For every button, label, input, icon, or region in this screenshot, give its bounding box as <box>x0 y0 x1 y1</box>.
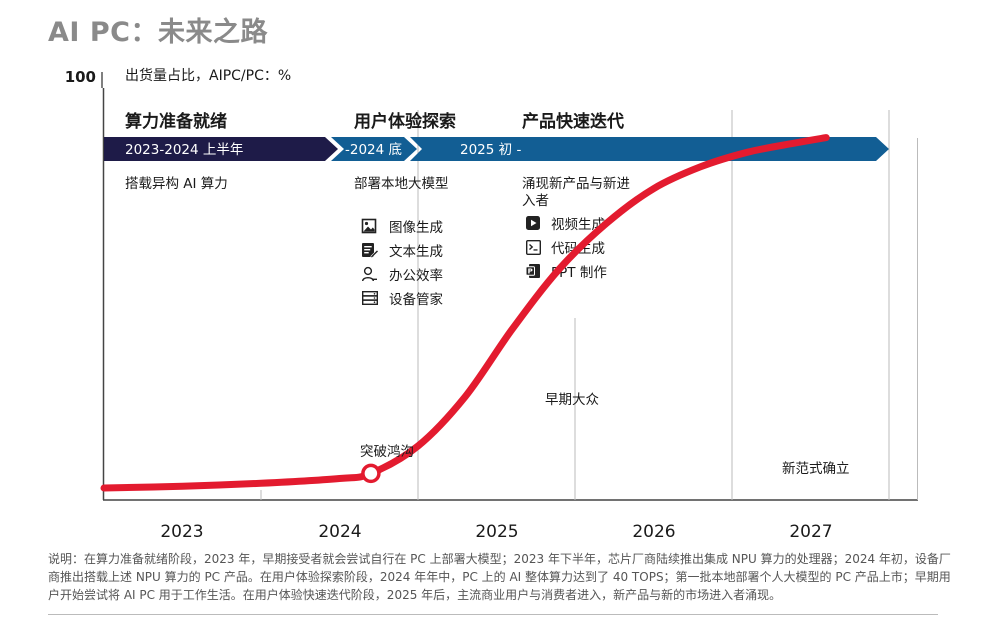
y-max-label: 100 <box>65 68 96 86</box>
chart: P 100 出货量占比，AIPC/PC：% 算力准备就绪 用户体验探索 产品快速… <box>65 67 918 542</box>
x-tick-2024: 2024 <box>318 522 361 542</box>
page-title: AI PC：未来之路 <box>48 17 268 48</box>
x-tick-2025: 2025 <box>475 522 518 542</box>
text-edit-icon <box>361 242 379 258</box>
phase-1-heading: 算力准备就绪 <box>124 111 227 132</box>
phase-1-description: 搭载异构 AI 算力 <box>125 176 228 192</box>
feature-text-label: 文本生成 <box>389 244 443 260</box>
phase-2-description: 部署本地大模型 <box>354 176 449 192</box>
feature-office-label: 办公效率 <box>389 267 443 284</box>
phase-3-heading: 产品快速迭代 <box>522 111 624 132</box>
y-axis-label: 出货量占比，AIPC/PC：% <box>125 67 291 84</box>
feature-image-label: 图像生成 <box>389 220 443 236</box>
bottom-divider <box>48 614 938 615</box>
feature-device-label: 设备管家 <box>389 291 443 308</box>
phase-1-banner <box>104 137 338 161</box>
device-icon <box>362 291 378 305</box>
footnote: 说明：在算力准备就绪阶段，2023 年，早期接受者就会尝试自行在 PC 上部署大… <box>48 552 951 602</box>
phase-2-banner <box>331 137 417 161</box>
annotation-chasm: 突破鸿沟 <box>360 443 414 460</box>
annotation-new-paradigm: 新范式确立 <box>782 461 850 477</box>
x-tick-2027: 2027 <box>789 522 832 542</box>
terminal-icon <box>526 239 541 256</box>
series-line <box>100 134 830 492</box>
phase-3-banner-label: 2025 初 - <box>460 141 521 158</box>
x-tick-2023: 2023 <box>160 522 203 542</box>
image-icon <box>361 218 377 234</box>
phase-2-heading: 用户体验探索 <box>354 111 456 132</box>
x-tick-2026: 2026 <box>632 522 675 542</box>
user-icon <box>362 266 378 282</box>
phase-2-banner-label: -2024 底 <box>345 142 402 158</box>
feature-ppt-label: PPT 制作 <box>551 265 607 281</box>
annotation-early-majority: 早期大众 <box>545 392 599 408</box>
feature-video-label: 视频生成 <box>551 217 605 233</box>
ppt-icon <box>525 263 541 279</box>
chasm-marker <box>361 463 381 484</box>
phase-3-banner <box>410 137 889 161</box>
video-icon <box>526 216 540 230</box>
phase-3-description: 涌现新产品与新进 入者 <box>522 176 634 209</box>
phase-1-banner-label: 2023-2024 上半年 <box>125 142 243 158</box>
